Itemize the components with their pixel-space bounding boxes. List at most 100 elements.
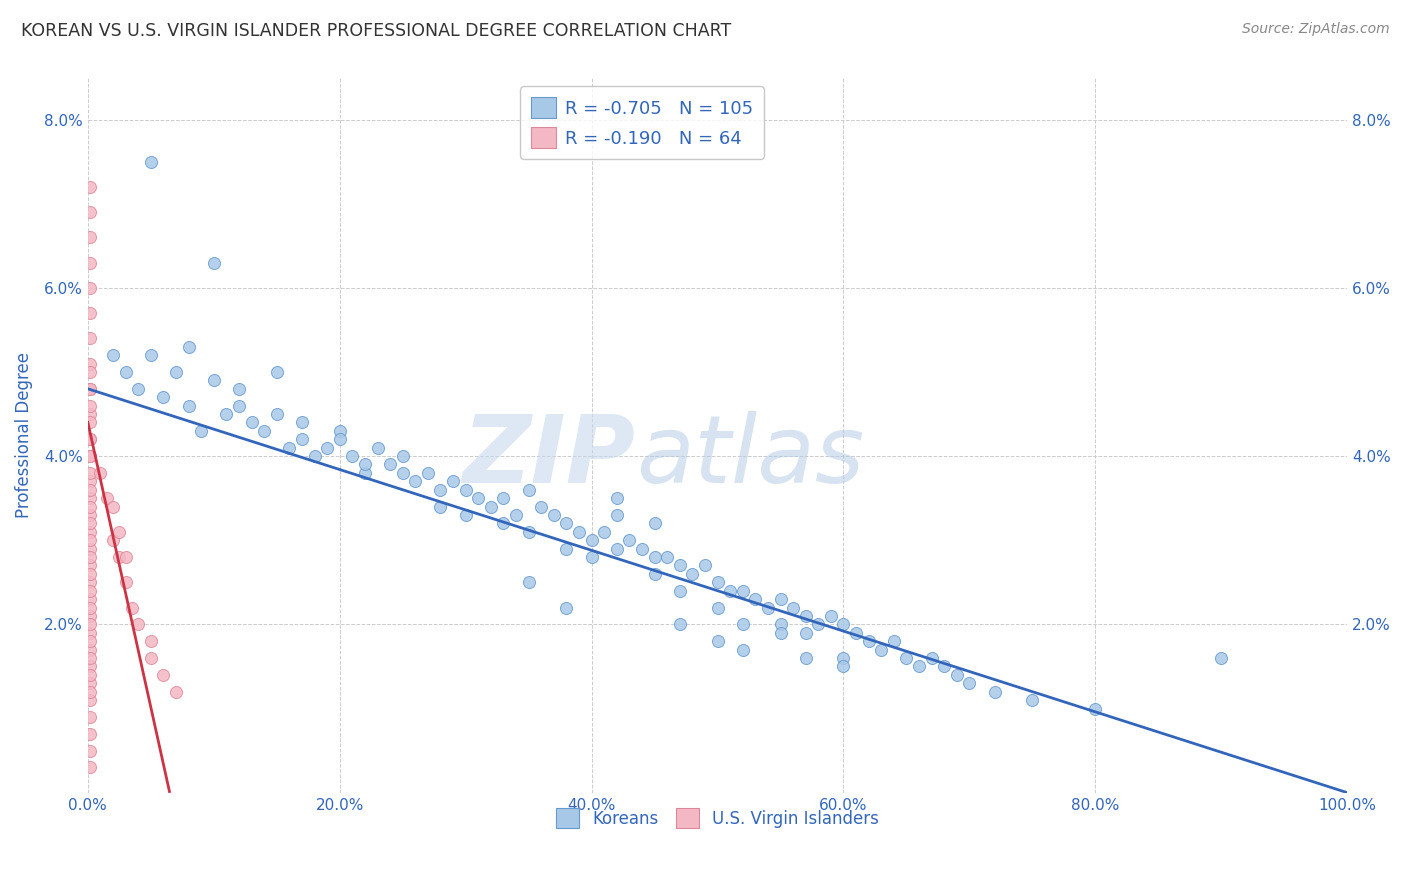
Point (266, 407, 288, 421)
Point (668, 558, 690, 573)
Point (79, 500, 101, 514)
Point (543, 508, 565, 522)
Point (79, 179, 101, 194)
Point (202, 255, 225, 269)
Point (177, 340, 200, 354)
Text: KOREAN VS U.S. VIRGIN ISLANDER PROFESSIONAL DEGREE CORRELATION CHART: KOREAN VS U.S. VIRGIN ISLANDER PROFESSIO… (21, 22, 731, 40)
Point (354, 458, 377, 472)
Point (79, 524, 101, 539)
Point (304, 449, 326, 463)
Point (568, 524, 591, 539)
Point (152, 390, 174, 404)
Point (391, 466, 413, 480)
Point (79, 583, 101, 598)
Point (139, 651, 162, 665)
Point (681, 566, 703, 581)
Point (619, 533, 641, 548)
Point (79, 575, 101, 590)
Point (79, 449, 101, 463)
Point (581, 550, 603, 565)
Point (79, 617, 101, 632)
Point (79, 634, 101, 648)
Point (832, 617, 855, 632)
Point (555, 541, 578, 556)
Point (79, 659, 101, 673)
Legend: Koreans, U.S. Virgin Islanders: Koreans, U.S. Virgin Islanders (550, 802, 886, 834)
Point (794, 609, 817, 624)
Point (215, 407, 238, 421)
Point (606, 541, 628, 556)
Point (79, 306, 101, 320)
Point (202, 373, 225, 387)
Point (820, 609, 842, 624)
Point (441, 475, 464, 489)
Point (631, 541, 654, 556)
Point (79, 558, 101, 573)
Point (79, 592, 101, 607)
Point (378, 458, 401, 472)
Point (79, 625, 101, 640)
Point (769, 617, 792, 632)
Point (391, 449, 413, 463)
Point (79, 205, 101, 219)
Point (101, 348, 124, 362)
Point (644, 550, 666, 565)
Text: atlas: atlas (636, 411, 863, 502)
Point (845, 625, 868, 640)
Point (291, 416, 314, 430)
Point (127, 617, 149, 632)
Point (291, 432, 314, 446)
Point (329, 424, 352, 438)
Text: ZIP: ZIP (463, 410, 636, 502)
Point (1084, 701, 1107, 715)
Point (139, 348, 162, 362)
Point (228, 382, 250, 396)
Point (89, 466, 111, 480)
Point (908, 659, 931, 673)
Point (959, 676, 981, 690)
Point (593, 524, 616, 539)
Point (983, 684, 1005, 698)
Point (152, 668, 174, 682)
Point (416, 466, 439, 480)
Point (79, 416, 101, 430)
Point (1211, 651, 1233, 665)
Point (429, 483, 451, 497)
Point (870, 642, 893, 657)
Point (644, 516, 666, 531)
Point (114, 575, 136, 590)
Point (744, 592, 766, 607)
Point (79, 230, 101, 244)
Point (79, 382, 101, 396)
Point (530, 500, 553, 514)
Point (581, 533, 603, 548)
Point (79, 684, 101, 698)
Point (190, 424, 212, 438)
Point (454, 508, 477, 522)
Point (731, 642, 754, 657)
Point (79, 566, 101, 581)
Point (832, 651, 855, 665)
Point (668, 583, 690, 598)
Point (706, 600, 728, 615)
Point (756, 600, 779, 615)
Point (782, 600, 804, 615)
Point (79, 533, 101, 548)
Point (79, 676, 101, 690)
Point (555, 600, 578, 615)
Point (139, 154, 162, 169)
Point (668, 617, 690, 632)
Point (79, 541, 101, 556)
Point (467, 491, 489, 505)
Point (454, 483, 477, 497)
Point (177, 399, 200, 413)
Point (79, 516, 101, 531)
Point (367, 441, 389, 455)
Point (794, 625, 817, 640)
Point (606, 491, 628, 505)
Point (794, 651, 817, 665)
Point (492, 491, 515, 505)
Point (165, 365, 187, 379)
Point (479, 500, 502, 514)
Point (517, 575, 540, 590)
